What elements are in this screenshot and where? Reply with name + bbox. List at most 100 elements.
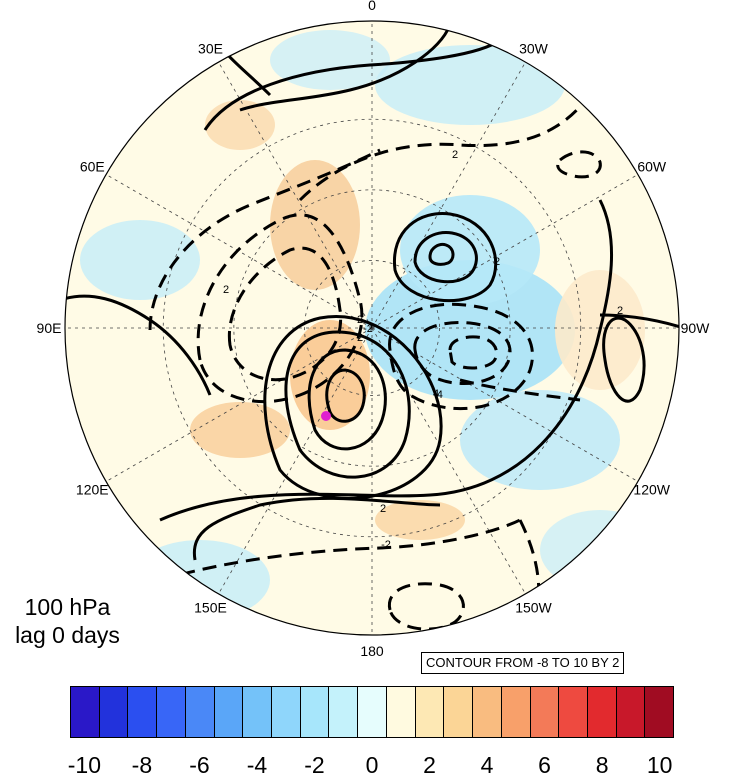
longitude-label: 180 bbox=[360, 643, 384, 659]
colorbar-cell bbox=[645, 687, 674, 737]
negative-contour bbox=[148, 148, 381, 331]
colorbar-tick-label: 4 bbox=[480, 752, 494, 778]
negative-anomaly-region bbox=[80, 220, 200, 300]
contour-value-label: 2 bbox=[357, 332, 363, 344]
colorbar-tick-label: 8 bbox=[595, 752, 609, 778]
colorbar-cell bbox=[128, 687, 158, 737]
colorbar-cell bbox=[157, 687, 186, 737]
positive-anomaly-region bbox=[190, 402, 290, 458]
colorbar-cell bbox=[444, 687, 474, 737]
contour-value-label: 2 bbox=[223, 284, 229, 296]
colorbar-cell bbox=[386, 687, 416, 737]
negative-contour bbox=[196, 213, 364, 403]
meridian-line bbox=[218, 327, 373, 595]
meridian-line bbox=[218, 61, 373, 329]
meridian-line bbox=[371, 174, 639, 329]
longitude-label: 60E bbox=[80, 159, 105, 175]
longitude-label: 30W bbox=[519, 40, 549, 56]
lag-label: lag 0 days bbox=[15, 622, 120, 648]
colorbar-cell bbox=[358, 687, 387, 737]
contour-info-box: CONTOUR FROM -8 TO 10 BY 2 bbox=[421, 652, 625, 674]
colorbar-tick-label: 2 bbox=[423, 752, 436, 778]
positive-anomaly-region bbox=[270, 160, 360, 290]
colorbar-cell bbox=[71, 687, 100, 737]
longitude-label: 0 bbox=[368, 0, 376, 13]
negative-contour bbox=[459, 378, 581, 402]
longitude-label: 150W bbox=[515, 600, 552, 616]
positive-contour bbox=[284, 330, 411, 479]
longitude-label: 120W bbox=[633, 482, 670, 498]
positive-contour bbox=[307, 348, 387, 451]
pressure-level-label: 100 hPa bbox=[24, 594, 111, 620]
map-border bbox=[64, 20, 680, 636]
longitude-label: 150E bbox=[194, 600, 227, 616]
negative-anomaly-region bbox=[540, 510, 660, 590]
positive-anomaly-region bbox=[205, 100, 275, 150]
positive-contour bbox=[428, 243, 455, 266]
contour-value-label: 4 bbox=[433, 388, 439, 400]
negative-contour bbox=[413, 320, 512, 386]
meridian-line bbox=[371, 61, 526, 329]
longitude-labels: 0 30W 60W 90W 120W 150W 180 150E 120E 90E 60E 30E bbox=[37, 0, 711, 659]
negative-contour bbox=[518, 519, 541, 631]
contour-value-label: 2 bbox=[380, 503, 386, 515]
longitude-label: 90E bbox=[37, 320, 62, 336]
colorbar-tick-label: 10 bbox=[646, 752, 673, 778]
latitude-circle bbox=[162, 118, 582, 538]
contour-value-label: 2 bbox=[452, 149, 458, 161]
colorbar-cell bbox=[329, 687, 359, 737]
longitude-label: 60W bbox=[637, 159, 667, 175]
colorbar-cell bbox=[99, 687, 129, 737]
positive-contour bbox=[602, 316, 646, 403]
colorbar-cell bbox=[214, 687, 244, 737]
colorbar-tick-label: 6 bbox=[538, 752, 551, 778]
colorbar-cell bbox=[616, 687, 646, 737]
colorbar-tick-label: -2 bbox=[304, 752, 325, 778]
contour-value-label: -4 bbox=[433, 389, 443, 401]
colorbar-cell bbox=[415, 687, 445, 737]
contour-value-label: 2 bbox=[617, 305, 623, 317]
longitude-label: 90W bbox=[681, 320, 711, 336]
contour-value-label: 2 bbox=[494, 256, 500, 268]
colorbar-cell bbox=[587, 687, 617, 737]
positive-contour bbox=[192, 496, 441, 561]
colorbar-cell bbox=[300, 687, 330, 737]
colorbar bbox=[70, 686, 674, 738]
positive-contour bbox=[159, 199, 614, 522]
colorbar-tick-label: -6 bbox=[189, 752, 210, 778]
colorbar-cell bbox=[243, 687, 273, 737]
positive-contour bbox=[325, 368, 366, 423]
negative-anomaly-region bbox=[460, 390, 620, 490]
positive-anomaly-region bbox=[375, 500, 465, 540]
colorbar-cell bbox=[272, 687, 301, 737]
negative-contour bbox=[448, 335, 499, 370]
contour-value-label: 2 bbox=[357, 314, 363, 326]
longitude-label: 120E bbox=[76, 482, 109, 498]
colorbar-cell bbox=[559, 687, 588, 737]
positive-contour bbox=[413, 230, 478, 284]
contour-value-label: -2 bbox=[381, 539, 391, 551]
negative-contour bbox=[227, 246, 343, 382]
colorbar-tick-label: 0 bbox=[365, 752, 379, 778]
colorbar-cell bbox=[501, 687, 531, 737]
colorbar-cell bbox=[473, 687, 502, 737]
positive-contour bbox=[392, 212, 498, 303]
negative-contour bbox=[159, 518, 521, 582]
contour-layer bbox=[65, 24, 679, 631]
negative-contour bbox=[388, 302, 534, 411]
contour-value-label: -2 bbox=[363, 323, 373, 335]
colorbar-cell bbox=[185, 687, 215, 737]
negative-contour bbox=[556, 150, 602, 179]
latitude-circle bbox=[233, 189, 511, 467]
longitude-label: 30E bbox=[198, 40, 223, 56]
location-marker bbox=[321, 411, 331, 421]
colorbar-tick-label: -10 bbox=[67, 752, 101, 778]
positive-contour bbox=[599, 313, 679, 332]
negative-anomaly-region bbox=[400, 195, 540, 305]
positive-contour bbox=[203, 38, 501, 131]
colorbar-tick-label: -4 bbox=[246, 752, 268, 778]
colorbar-tick-label: -8 bbox=[131, 752, 153, 778]
negative-anomaly-region bbox=[375, 45, 565, 125]
